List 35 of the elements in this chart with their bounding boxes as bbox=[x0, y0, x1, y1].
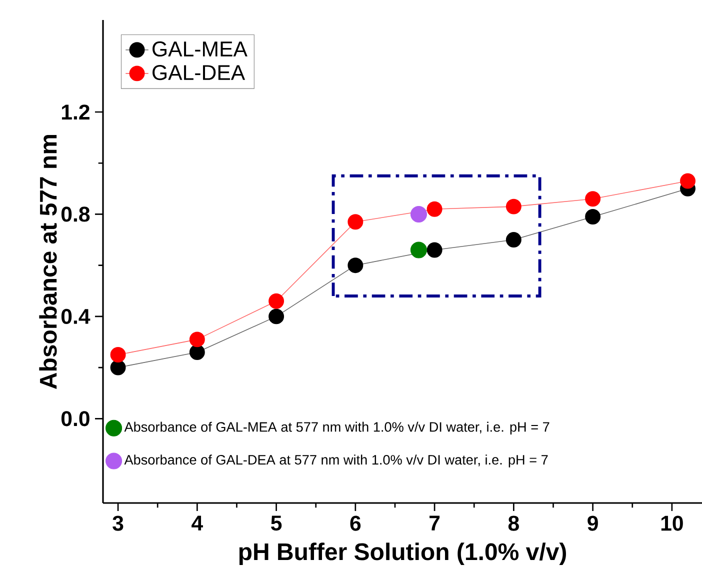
point bbox=[268, 293, 284, 309]
point bbox=[189, 332, 205, 348]
point bbox=[110, 347, 126, 363]
point bbox=[268, 308, 284, 324]
point bbox=[410, 206, 427, 222]
x-tick-label: 10 bbox=[661, 516, 683, 531]
point bbox=[506, 198, 522, 214]
legend-label: GAL-DEA bbox=[152, 64, 246, 80]
point bbox=[110, 360, 126, 376]
point bbox=[348, 214, 364, 230]
legend-label: Absorbance of GAL-MEA at 577 nm with 1.0% v/v DI water, i.e. pH = 7 bbox=[124, 422, 550, 434]
point bbox=[348, 258, 364, 274]
y-axis-title: Absorbance at 577 nm bbox=[39, 134, 57, 389]
y-tick-label: 0.4 bbox=[61, 308, 90, 324]
y-tick-label: 1.2 bbox=[62, 104, 90, 120]
point bbox=[426, 201, 442, 217]
x-axis-title: pH Buffer Solution (1.0% v/v) bbox=[239, 542, 566, 566]
point bbox=[410, 242, 427, 258]
x-tick-label: 8 bbox=[508, 516, 519, 531]
point bbox=[680, 173, 696, 189]
point bbox=[189, 344, 205, 360]
point bbox=[506, 232, 522, 248]
point bbox=[426, 242, 442, 258]
x-tick-label: 6 bbox=[350, 516, 361, 531]
point bbox=[585, 209, 601, 225]
legend-label: GAL-MEA bbox=[152, 41, 248, 57]
point bbox=[585, 191, 601, 207]
y-tick-label: 0.8 bbox=[61, 206, 90, 222]
x-tick-label: 9 bbox=[588, 516, 598, 531]
x-tick-label: 4 bbox=[192, 516, 203, 530]
x-tick-label: 5 bbox=[271, 516, 282, 531]
x-tick-label: 7 bbox=[430, 516, 440, 530]
x-tick-label: 3 bbox=[112, 516, 124, 531]
y-tick-label: 0.0 bbox=[61, 411, 90, 426]
legend-label: Absorbance of GAL-DEA at 577 nm with 1.0% v/v DI water, i.e. pH = 7 bbox=[124, 454, 548, 468]
